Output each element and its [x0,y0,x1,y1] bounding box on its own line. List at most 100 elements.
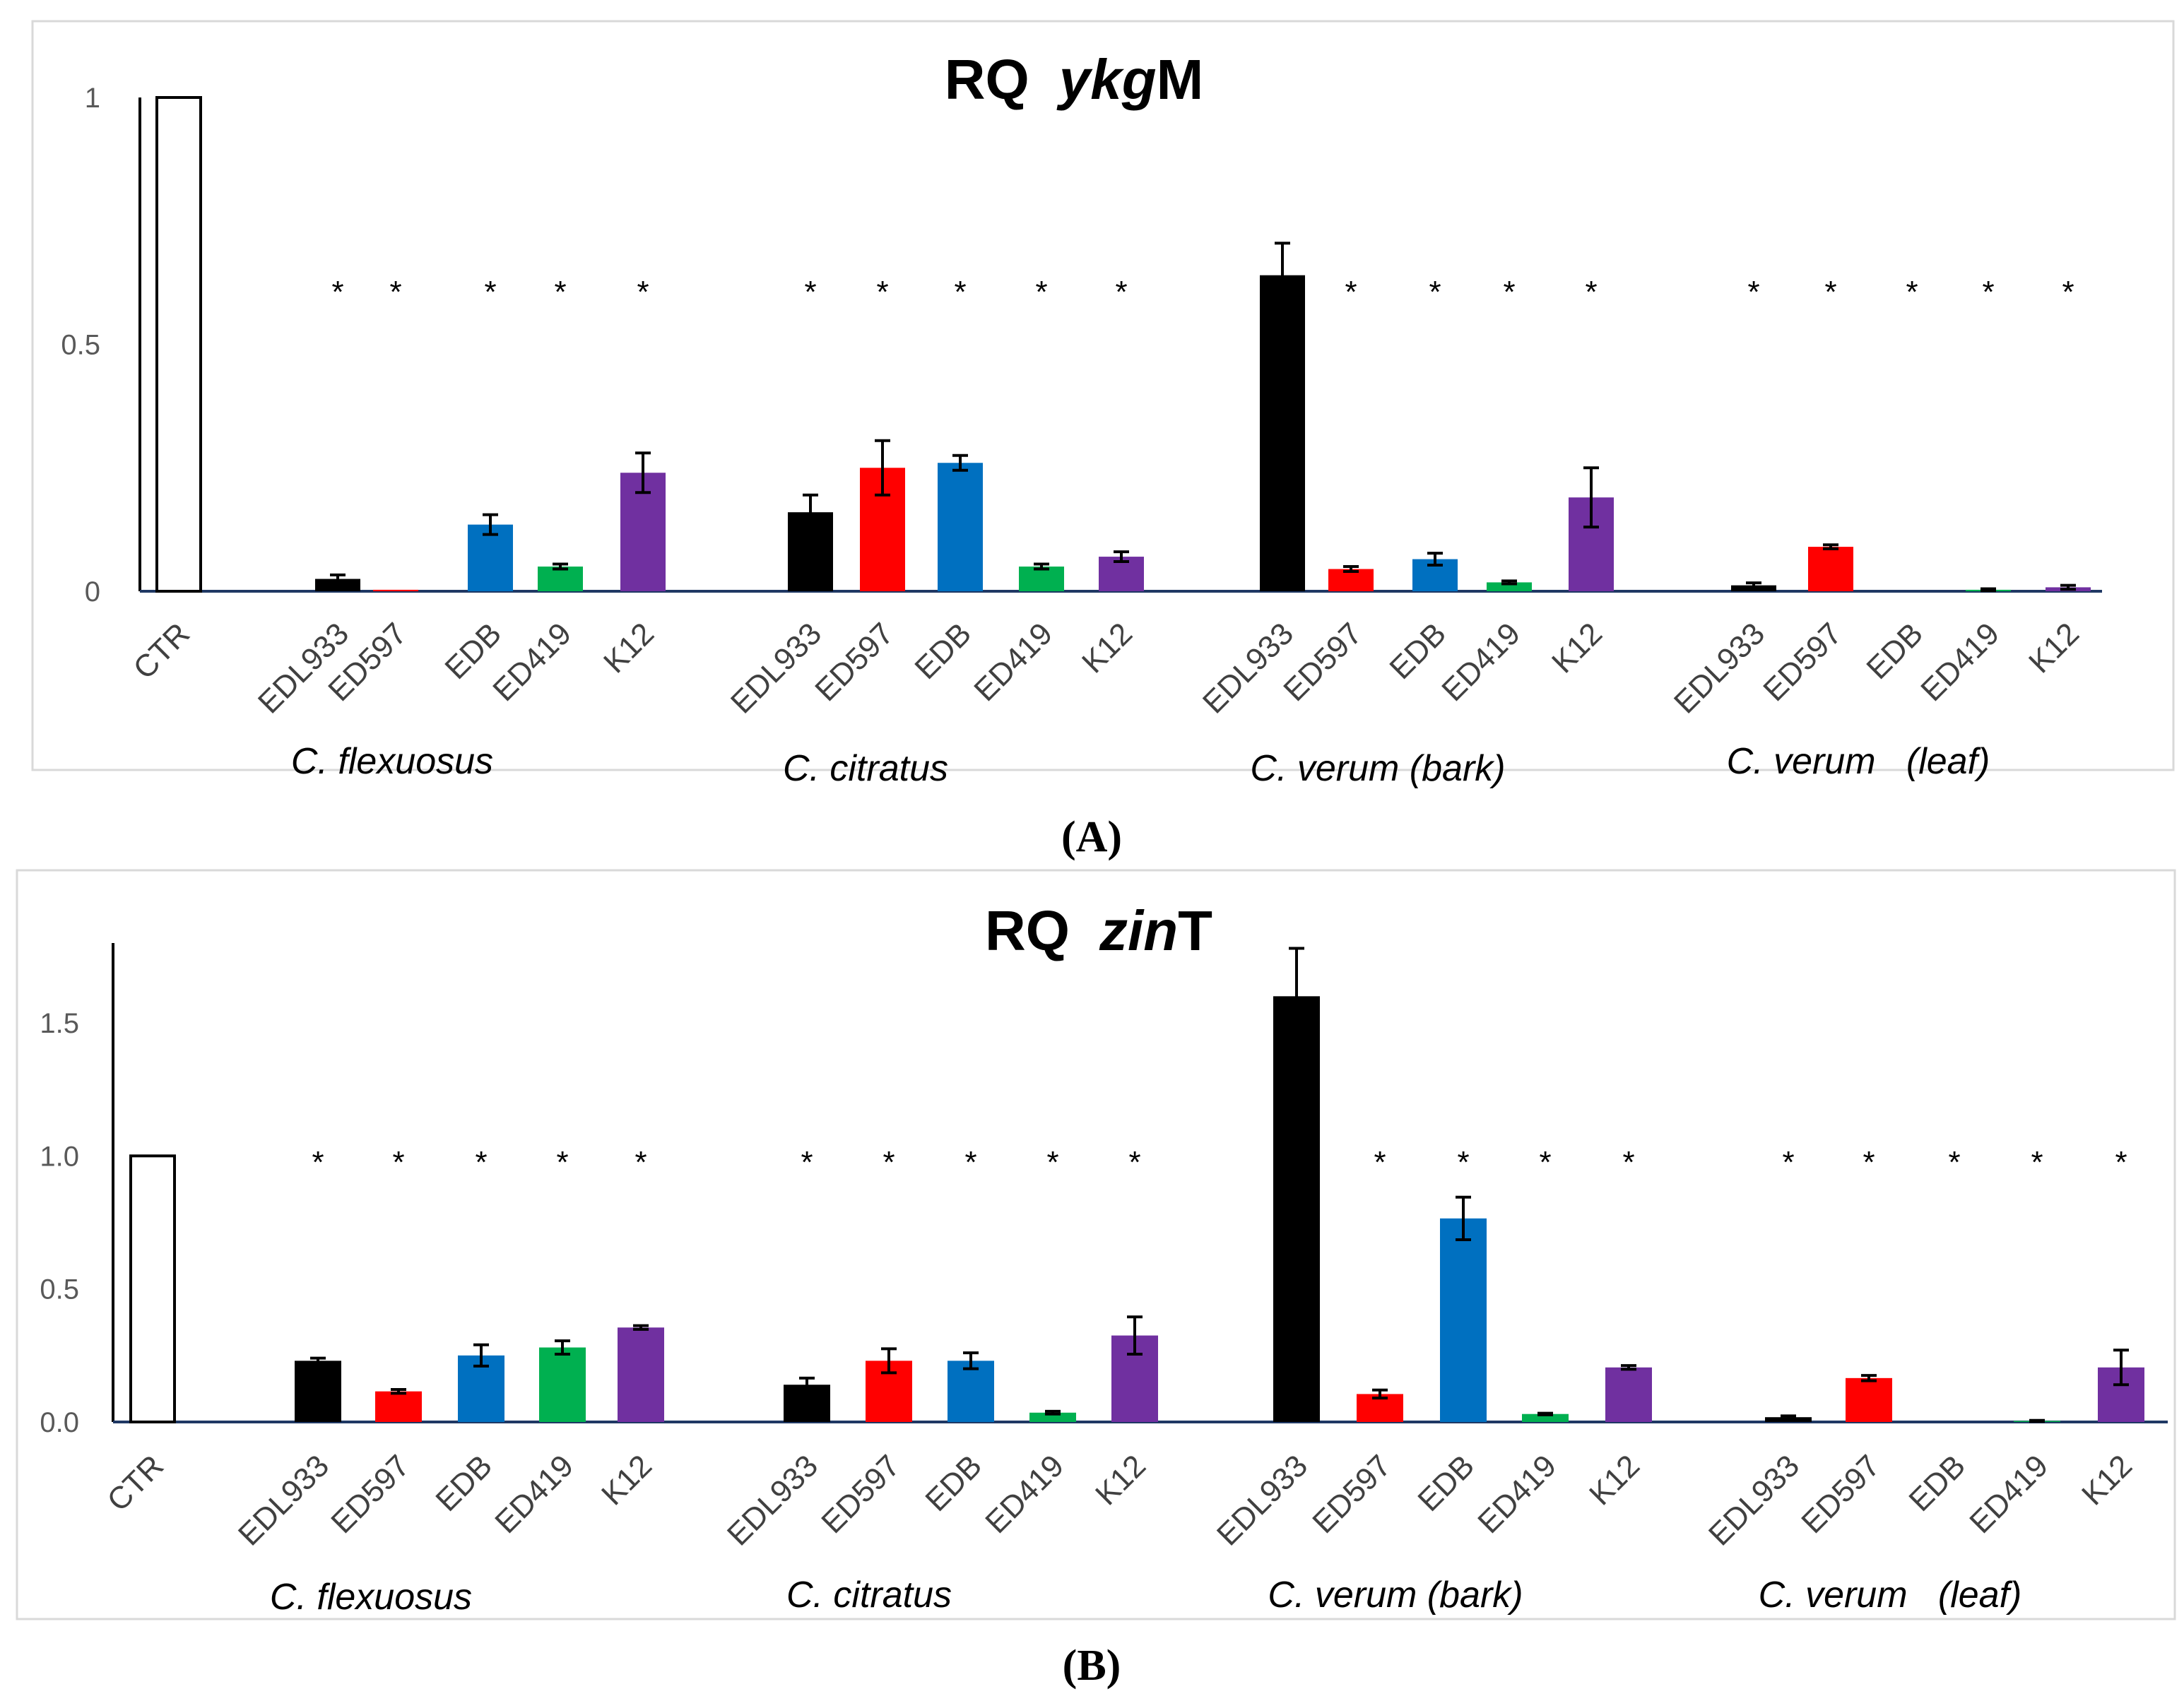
chart-b-error-bar [963,1351,979,1370]
chart-b-ytick-label: 0.5 [40,1274,79,1305]
chart-a-error-bar [1823,543,1838,550]
chart-b-xtick-label: ED597 [324,1448,416,1540]
chart-a-xtick-label: K12 [2022,616,2086,680]
chart-a-title-prefix: RQ [945,48,1029,111]
chart-a-error-bar [1583,466,1599,529]
chart-b-xtick-label: ED419 [1963,1448,2055,1540]
chart-a-xtick-label: EDB [1860,616,1930,686]
chart-b-group-label-1: C. flexuosus [270,1577,472,1618]
panel-label-a: (A) [1061,813,1122,861]
chart-b-error-bar [1045,1409,1061,1416]
chart-b-xtick-label: EDL933 [1702,1448,1806,1552]
chart-b-ytick-label: 1.0 [40,1141,79,1172]
chart-a-group-label-2: C. citratus [783,748,948,789]
chart-b-error-bar [1372,1388,1388,1400]
chart-b-xtick-label: ED597 [1795,1448,1887,1540]
chart-a-title: RQ ykgM [945,48,1204,111]
chart-a-significance-star: * [637,275,649,309]
chart-a-error-bar [330,573,346,585]
chart-a-xtick-label: EDL933 [1196,616,1300,720]
chart-b-significance-star: * [556,1145,568,1180]
chart-b-bar-ed597 [375,1391,422,1422]
chart-b-error-bar [1781,1414,1796,1421]
chart-b-xtick-label: EDB [919,1448,988,1518]
chart-a-error-bar [1746,581,1761,590]
chart-b-title: RQ zinT [985,899,1212,962]
chart-b-significance-star: * [1128,1145,1140,1180]
chart-a-xtick-label: ED597 [1757,616,1848,708]
chart-a-significance-star: * [1747,275,1759,309]
chart-a-bar-ed597 [1808,547,1853,591]
chart-b-bar-ed419 [1522,1413,1569,1422]
chart-b-xtick-label: EDL933 [232,1448,336,1552]
chart-b-xtick-label: ED419 [979,1448,1070,1540]
chart-a-ytick-label: 0 [85,576,100,608]
chart-a-significance-star: * [1824,275,1836,309]
chart-a-xtick-label: ED419 [967,616,1059,708]
chart-b-xtick-label: EDL933 [1210,1448,1314,1552]
chart-a-significance-star: * [389,275,401,309]
chart-b-bar-ctr [129,1154,176,1424]
chart-b-significance-star: * [634,1145,647,1180]
chart-a-error-bar [1275,242,1290,309]
chart-a-xtick-label: ED419 [486,616,578,708]
chart-a-xtick-label: CTR [126,616,196,686]
chart-b-error-bar [1537,1411,1553,1416]
chart-a-significance-star: * [1982,275,1994,309]
chart-a-ytick-label: 0.5 [61,330,100,361]
chart-b-error-bar [310,1356,326,1365]
chart-b-significance-star: * [1622,1145,1634,1180]
chart-b-bar-k12 [1605,1367,1652,1422]
chart-a-significance-star: * [1345,275,1357,309]
chart-b-xtick-label: K12 [1583,1448,1646,1512]
chart-a-bar-edl933 [315,579,360,591]
chart-b-xtick-label: CTR [100,1448,170,1518]
chart-a-bar-ed419 [1019,567,1064,591]
chart-a-error-bar [483,513,498,536]
chart-a-xtick-label: EDL933 [1667,616,1771,720]
chart-b-significance-star: * [1948,1145,1960,1180]
chart-b-ytick-label: 1.5 [40,1008,79,1039]
chart-a-significance-star: * [1429,275,1441,309]
chart-b-significance-star: * [883,1145,895,1180]
chart-a-significance-star: * [954,275,966,309]
chart-b-significance-star: * [1782,1145,1794,1180]
chart-a-significance-star: * [876,275,888,309]
chart-a-error-bar [1343,565,1359,574]
chart-b-significance-star: * [1457,1145,1469,1180]
chart-b-bar-ed419 [539,1347,586,1422]
chart-b-title-gene: zin [1099,899,1178,962]
chart-b-significance-star: * [475,1145,487,1180]
chart-a-bar-edb [938,463,983,591]
chart-b-error-bar [633,1324,649,1331]
chart-b-error-bar [1621,1364,1636,1371]
chart-a-title-suffix: M [1157,48,1204,111]
chart-b-significance-star: * [2115,1145,2127,1180]
chart-b-error-bar [2113,1349,2129,1387]
chart-b-bar-edl933 [295,1361,341,1422]
chart-a-error-bar [1427,552,1443,567]
chart-b-bar-k12 [618,1327,664,1422]
chart-b-error-bar [1127,1315,1143,1356]
chart-b-bar-edb [1440,1218,1487,1422]
chart-a-frame [31,20,2175,771]
chart-b-error-bar [391,1388,406,1395]
chart-a-error-bar [635,451,651,494]
chart-b-significance-star: * [1863,1145,1875,1180]
chart-a-error-bar [1501,579,1517,586]
chart-a-xtick-label: ED597 [808,616,900,708]
chart-b-group-label-4: C. verum (leaf) [1759,1575,2022,1616]
chart-a-ytick-label: 1 [85,83,100,114]
chart-b-group-label-2: C. citratus [786,1575,952,1616]
chart-b-xtick-label: K12 [2075,1448,2139,1512]
chart-b-bar-edl933 [1273,996,1320,1422]
chart-a-error-bar [803,493,818,531]
chart-a-title-gene: ykg [1056,48,1157,111]
chart-b-xtick-label: EDB [1902,1448,1972,1518]
chart-a-xtick-label: EDB [908,616,978,686]
chart-b-significance-star: * [1539,1145,1551,1180]
panel-label-b: (B) [1063,1642,1121,1690]
chart-b-error-bar [799,1376,815,1393]
chart-a-significance-star: * [554,275,566,309]
